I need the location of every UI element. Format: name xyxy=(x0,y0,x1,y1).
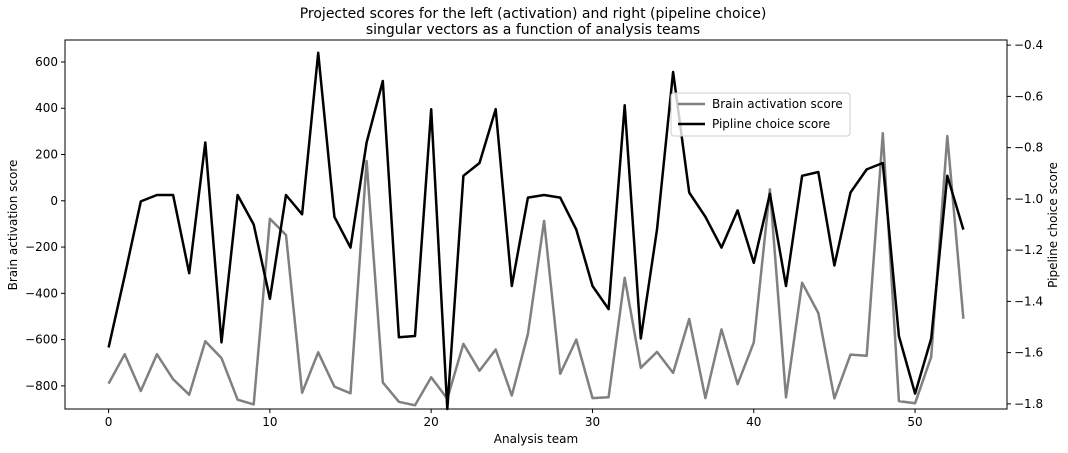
right-y-tick-label: −0.4 xyxy=(1014,38,1043,52)
right-y-tick-label: −1.0 xyxy=(1014,192,1043,206)
right-y-axis-ticks: −0.4 −0.6 −0.8 −1.0 −1.2 −1.4 −1.6 −1.8 xyxy=(1007,38,1043,411)
plot-frame xyxy=(64,39,1008,410)
legend-box xyxy=(670,92,851,137)
plot-lines xyxy=(107,51,965,411)
right-y-tick-label: −1.2 xyxy=(1014,243,1043,257)
left-y-tick-label: 200 xyxy=(35,148,58,162)
x-tick-label: 20 xyxy=(424,415,439,429)
legend: Brain activation score Pipline choice sc… xyxy=(670,92,851,137)
x-tick-label: 30 xyxy=(585,415,600,429)
left-y-tick-label: −200 xyxy=(25,240,58,254)
left-y-tick-label: −600 xyxy=(25,333,58,347)
legend-label-pipeline-choice: Pipline choice score xyxy=(712,117,830,131)
left-y-tick-label: 600 xyxy=(35,55,58,69)
legend-label-brain-activation: Brain activation score xyxy=(712,97,843,111)
left-y-tick-label: −800 xyxy=(25,379,58,393)
right-y-axis-label: Pipeline choice score xyxy=(1046,162,1060,288)
x-tick-label: 40 xyxy=(746,415,761,429)
right-y-tick-label: −0.8 xyxy=(1014,141,1043,155)
chart-title-line-2: singular vectors as a function of analys… xyxy=(366,22,700,38)
left-y-tick-label: 400 xyxy=(35,101,58,115)
left-y-tick-label: 0 xyxy=(50,194,58,208)
left-y-tick-label: −400 xyxy=(25,286,58,300)
left-y-axis-ticks: 600 400 200 0 −200 −400 −600 −800 xyxy=(25,55,65,393)
right-y-tick-label: −1.4 xyxy=(1014,294,1043,308)
left-y-axis-label: Brain activation score xyxy=(6,160,20,291)
x-tick-label: 50 xyxy=(907,415,922,429)
right-y-tick-label: −1.8 xyxy=(1014,397,1043,411)
x-tick-label: 10 xyxy=(262,415,277,429)
right-y-tick-label: −0.6 xyxy=(1014,89,1043,103)
series-line-brain-activation xyxy=(107,131,965,407)
series-line-pipeline-choice xyxy=(107,51,965,411)
x-axis-label: Analysis team xyxy=(494,432,578,446)
right-y-tick-label: −1.6 xyxy=(1014,346,1043,360)
x-tick-label: 0 xyxy=(105,415,113,429)
chart-title-line-1: Projected scores for the left (activatio… xyxy=(300,6,767,22)
x-axis-ticks: 0 10 20 30 40 50 xyxy=(105,409,923,429)
